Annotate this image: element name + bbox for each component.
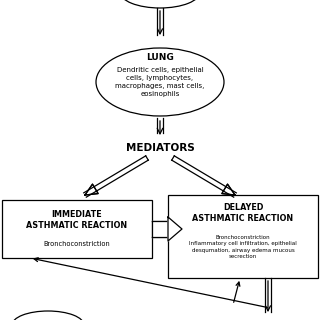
Ellipse shape <box>12 311 84 320</box>
Text: Bronchoconstriction: Bronchoconstriction <box>44 241 110 247</box>
Polygon shape <box>85 184 98 195</box>
Bar <box>2 200 152 258</box>
Ellipse shape <box>96 48 224 116</box>
Text: Dendritic cells, epithelial
cells, lymphocytes,
macrophages, mast cells,
eosinop: Dendritic cells, epithelial cells, lymph… <box>115 67 205 97</box>
Text: LUNG: LUNG <box>146 53 174 62</box>
Text: DELAYED
ASTHMATIC REACTION: DELAYED ASTHMATIC REACTION <box>192 203 293 223</box>
Text: MEDIATORS: MEDIATORS <box>126 143 194 153</box>
Polygon shape <box>168 217 182 241</box>
Text: Bronchoconstriction
Inflammatory cell infiltration, epithelial
desqumation, airw: Bronchoconstriction Inflammatory cell in… <box>189 235 297 259</box>
Polygon shape <box>222 184 235 195</box>
Bar <box>168 195 318 278</box>
Text: IMMEDIATE
ASTHMATIC REACTION: IMMEDIATE ASTHMATIC REACTION <box>27 210 128 230</box>
